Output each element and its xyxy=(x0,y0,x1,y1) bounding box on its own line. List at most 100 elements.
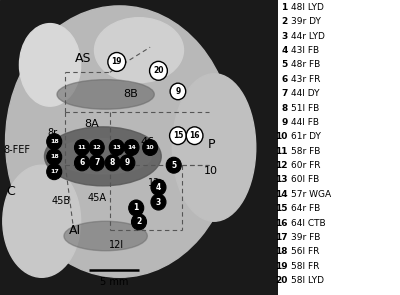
Circle shape xyxy=(109,140,124,155)
Text: 60l FB: 60l FB xyxy=(292,176,320,184)
Text: P: P xyxy=(208,138,215,151)
Text: 6: 6 xyxy=(79,158,85,167)
Circle shape xyxy=(74,140,90,155)
Circle shape xyxy=(170,127,186,145)
Text: 18: 18 xyxy=(50,155,58,159)
Text: 9: 9 xyxy=(125,158,130,167)
Text: 64l CTB: 64l CTB xyxy=(292,219,326,228)
Text: 46: 46 xyxy=(140,137,154,147)
Text: 7: 7 xyxy=(281,89,288,98)
Text: 60r FR: 60r FR xyxy=(292,161,321,170)
Text: 18: 18 xyxy=(50,139,58,144)
Text: AS: AS xyxy=(75,53,92,65)
Text: 20: 20 xyxy=(275,276,288,285)
Text: 43r FR: 43r FR xyxy=(292,75,321,84)
Circle shape xyxy=(89,140,104,155)
Text: 10: 10 xyxy=(146,145,154,150)
Text: 13: 13 xyxy=(112,145,121,150)
Text: 5: 5 xyxy=(171,161,176,170)
Text: 19: 19 xyxy=(275,262,288,271)
Circle shape xyxy=(151,194,166,210)
Text: 64r FB: 64r FB xyxy=(292,204,321,213)
Text: 58r FB: 58r FB xyxy=(292,147,321,156)
Ellipse shape xyxy=(6,6,234,277)
Text: 16: 16 xyxy=(189,131,200,140)
Ellipse shape xyxy=(54,139,152,174)
Text: 12: 12 xyxy=(275,161,288,170)
Ellipse shape xyxy=(44,127,161,186)
Ellipse shape xyxy=(64,221,147,251)
Circle shape xyxy=(47,134,62,150)
Text: 44l FB: 44l FB xyxy=(292,118,320,127)
Text: 8: 8 xyxy=(110,158,115,167)
Circle shape xyxy=(132,214,146,230)
Text: 9: 9 xyxy=(281,118,288,127)
Text: 8A: 8A xyxy=(84,119,99,129)
Circle shape xyxy=(151,179,166,195)
Text: AI: AI xyxy=(69,224,81,237)
Text: 1: 1 xyxy=(282,3,288,12)
Ellipse shape xyxy=(172,74,256,221)
Text: C: C xyxy=(7,185,16,198)
Text: 58l FR: 58l FR xyxy=(292,262,320,271)
Text: 45B: 45B xyxy=(52,196,71,206)
Circle shape xyxy=(108,53,126,71)
Circle shape xyxy=(124,140,139,155)
Text: 61r DY: 61r DY xyxy=(292,132,321,141)
Text: 8: 8 xyxy=(282,104,288,113)
Circle shape xyxy=(186,127,203,145)
Text: 44l DY: 44l DY xyxy=(292,89,320,98)
Text: 2: 2 xyxy=(136,217,142,226)
Text: 51l FB: 51l FB xyxy=(292,104,320,113)
Text: 43l FB: 43l FB xyxy=(292,46,320,55)
Text: 48l LYD: 48l LYD xyxy=(292,3,324,12)
Text: 4: 4 xyxy=(281,46,288,55)
Text: 45A: 45A xyxy=(88,193,107,203)
Text: 10: 10 xyxy=(204,166,218,176)
Ellipse shape xyxy=(94,18,184,83)
Circle shape xyxy=(74,155,90,171)
Circle shape xyxy=(166,157,181,173)
Text: 9: 9 xyxy=(175,87,180,96)
Text: 20: 20 xyxy=(153,66,164,75)
Text: 6: 6 xyxy=(282,75,288,84)
Circle shape xyxy=(47,164,62,180)
Circle shape xyxy=(129,200,144,216)
Circle shape xyxy=(143,140,158,155)
Text: 4: 4 xyxy=(156,183,161,192)
Ellipse shape xyxy=(57,80,154,109)
Text: 15: 15 xyxy=(275,204,288,213)
Text: 3: 3 xyxy=(156,198,161,206)
Text: 15: 15 xyxy=(173,131,183,140)
Text: 13: 13 xyxy=(275,176,288,184)
Text: 17: 17 xyxy=(275,233,288,242)
Text: 14: 14 xyxy=(275,190,288,199)
Text: 39r DY: 39r DY xyxy=(292,17,321,26)
Text: 11: 11 xyxy=(78,145,86,150)
Text: 11: 11 xyxy=(275,147,288,156)
Text: 18: 18 xyxy=(275,247,288,256)
Text: 57r WGA: 57r WGA xyxy=(292,190,332,199)
Circle shape xyxy=(150,61,167,80)
Text: 48r FB: 48r FB xyxy=(292,60,321,69)
Text: 12: 12 xyxy=(92,145,101,150)
Text: 8-FEF: 8-FEF xyxy=(3,145,30,155)
Text: 8r: 8r xyxy=(48,128,58,138)
Text: 16: 16 xyxy=(275,219,288,228)
Circle shape xyxy=(47,149,62,165)
Text: 12l: 12l xyxy=(109,240,124,250)
Text: 8B: 8B xyxy=(123,89,138,99)
Text: 19: 19 xyxy=(112,58,122,66)
Ellipse shape xyxy=(3,165,81,277)
Ellipse shape xyxy=(20,24,81,106)
Text: 2: 2 xyxy=(282,17,288,26)
Circle shape xyxy=(120,155,135,171)
Text: 5: 5 xyxy=(282,60,288,69)
Text: 44r LYD: 44r LYD xyxy=(292,32,325,41)
Text: 56l FR: 56l FR xyxy=(292,247,320,256)
Text: 3: 3 xyxy=(282,32,288,41)
Text: 1: 1 xyxy=(134,204,139,212)
Circle shape xyxy=(170,83,186,100)
Text: 10: 10 xyxy=(275,132,288,141)
Text: 14: 14 xyxy=(127,145,136,150)
